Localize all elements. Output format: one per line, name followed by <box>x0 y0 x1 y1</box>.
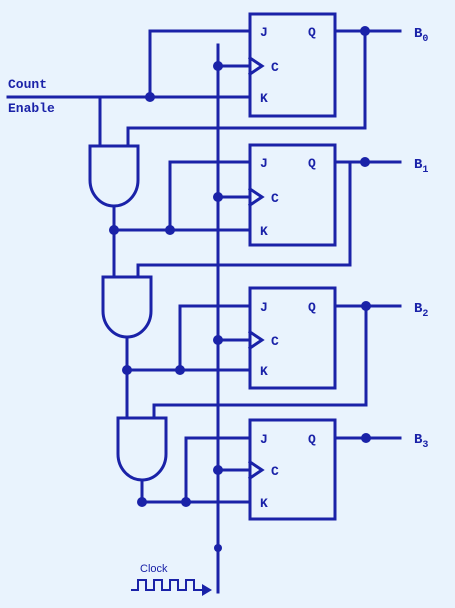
junction-dot <box>214 544 222 552</box>
junction-dot <box>213 192 223 202</box>
junction-dot <box>361 301 371 311</box>
count-label: Count <box>8 77 47 92</box>
flip-flop-1: J Q C K <box>247 143 337 247</box>
ff0-c-label: C <box>271 60 279 75</box>
and-gate-3 <box>116 416 168 482</box>
junction-dot <box>213 465 223 475</box>
junction-dot <box>165 225 175 235</box>
ff2-q-label: Q <box>308 300 316 315</box>
junction-dot <box>137 497 147 507</box>
ff0-k-label: K <box>260 91 268 106</box>
ff0-j-wire <box>148 29 252 99</box>
junction-dot <box>360 157 370 167</box>
enable-label: Enable <box>8 101 55 116</box>
junction-dot <box>213 61 223 71</box>
flip-flop-3: J Q C K <box>247 418 337 521</box>
ff3-j-wire <box>184 436 252 504</box>
ff3-c-label: C <box>271 464 279 479</box>
junction-dot <box>181 497 191 507</box>
ff3-k-label: K <box>260 496 268 511</box>
ff0-feedback-wire <box>126 29 367 148</box>
junction-dot <box>361 433 371 443</box>
ff1-q-label: Q <box>308 156 316 171</box>
ff2-j-label: J <box>260 300 268 315</box>
ff0-j-label: J <box>260 25 268 40</box>
clock-waveform-icon <box>131 579 205 591</box>
output-label-b1: B1 <box>414 157 428 176</box>
ff2-c-label: C <box>271 334 279 349</box>
gate3-output-wire <box>140 478 252 504</box>
and-gate-1 <box>88 144 140 208</box>
ff3-j-label: J <box>260 432 268 447</box>
clock-label: Clock <box>140 563 168 575</box>
flip-flop-2: J Q C K <box>247 286 337 390</box>
and-gate-2 <box>101 275 153 339</box>
clock-arrow-icon <box>202 584 212 596</box>
ff1-j-label: J <box>260 156 268 171</box>
flip-flop-0: J Q C K <box>247 12 337 118</box>
gate1-output-wire <box>112 204 252 232</box>
output-label-b0: B0 <box>414 26 428 45</box>
ff1-k-label: K <box>260 224 268 239</box>
ff2-k-label: K <box>260 364 268 379</box>
ff1-feedback-wire <box>136 160 352 279</box>
output-label-b2: B2 <box>414 301 428 320</box>
ff0-q-label: Q <box>308 25 316 40</box>
ff2-j-wire <box>178 304 252 372</box>
junction-dot <box>175 365 185 375</box>
junction-dot <box>109 225 119 235</box>
junction-dot <box>122 365 132 375</box>
junction-dot <box>360 26 370 36</box>
ff1-j-wire <box>168 160 252 232</box>
junction-dot <box>145 92 155 102</box>
ff2-feedback-wire <box>152 304 368 420</box>
output-label-b3: B3 <box>414 432 428 451</box>
ff1-c-label: C <box>271 191 279 206</box>
ff3-q-label: Q <box>308 432 316 447</box>
junction-dot <box>213 335 223 345</box>
